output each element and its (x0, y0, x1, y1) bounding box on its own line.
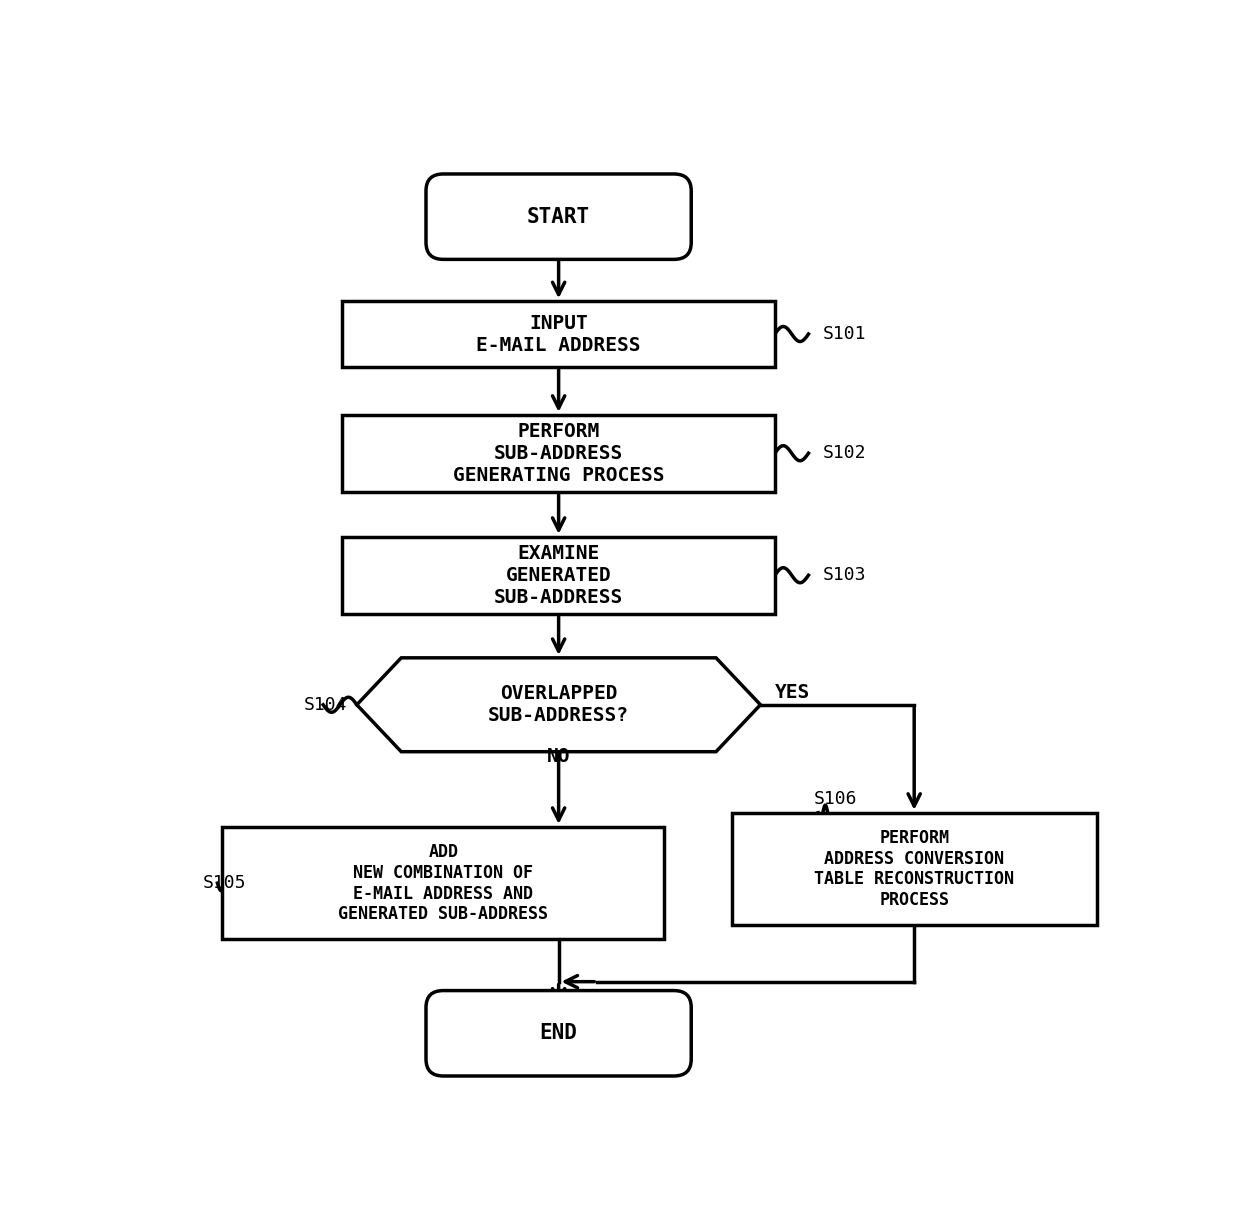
Text: S106: S106 (813, 790, 857, 808)
Text: START: START (527, 207, 590, 227)
Text: END: END (539, 1023, 578, 1043)
Polygon shape (357, 658, 760, 752)
Text: S102: S102 (823, 444, 867, 462)
FancyBboxPatch shape (427, 991, 691, 1076)
Text: PERFORM
ADDRESS CONVERSION
TABLE RECONSTRUCTION
PROCESS: PERFORM ADDRESS CONVERSION TABLE RECONST… (815, 829, 1014, 909)
Bar (732, 813, 1097, 925)
Text: OVERLAPPED
SUB-ADDRESS?: OVERLAPPED SUB-ADDRESS? (489, 684, 629, 725)
Text: NO: NO (547, 747, 570, 766)
Text: S101: S101 (823, 325, 867, 343)
Bar (342, 414, 775, 491)
Text: INPUT
E-MAIL ADDRESS: INPUT E-MAIL ADDRESS (476, 313, 641, 355)
Text: S104: S104 (304, 696, 347, 714)
FancyBboxPatch shape (427, 174, 691, 260)
Text: ADD
NEW COMBINATION OF
E-MAIL ADDRESS AND
GENERATED SUB-ADDRESS: ADD NEW COMBINATION OF E-MAIL ADDRESS AN… (339, 842, 548, 923)
Text: S103: S103 (823, 567, 867, 584)
Text: EXAMINE
GENERATED
SUB-ADDRESS: EXAMINE GENERATED SUB-ADDRESS (494, 544, 624, 607)
Text: PERFORM
SUB-ADDRESS
GENERATING PROCESS: PERFORM SUB-ADDRESS GENERATING PROCESS (453, 422, 665, 485)
Text: YES: YES (775, 683, 810, 702)
Bar (342, 536, 775, 613)
Bar (222, 826, 665, 940)
Bar (342, 301, 775, 367)
Text: S105: S105 (203, 874, 247, 892)
